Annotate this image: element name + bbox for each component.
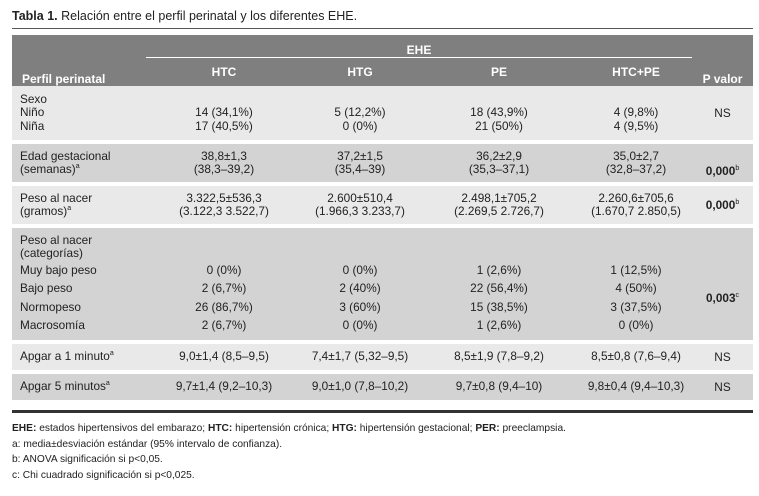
pvalue-edad: 0,000b [692, 144, 753, 182]
cell: 18 (43,9%) 21 (50%) [418, 86, 580, 140]
note-a: a: media±desviación estándar (95% interv… [12, 438, 283, 450]
cell: 8,5±1,9 (7,8–9,2) [418, 344, 580, 370]
peso-label1: Peso al nacer [20, 190, 93, 205]
cell: 9,7±0,8 (9,4–10) [418, 374, 580, 400]
pesocat-label-macro: Macrosomía [20, 318, 85, 332]
header-row-label: Perfil perinatal [12, 35, 146, 86]
cell: 37,2±1,5 (35,4–39) [302, 144, 418, 182]
peso-label2: (gramos) [20, 204, 68, 218]
cell: 9,8±0,4 (9,4–10,3) [580, 374, 692, 400]
cell: 38,8±1,3 (38,3–39,2) [146, 144, 302, 182]
cell: 36,2±2,9 (35,3–37,1) [418, 144, 580, 182]
header-group: EHE [146, 35, 692, 58]
cell: 1 (12,5%) 4 (50%) 3 (37,5%) 0 (0%) [580, 228, 692, 340]
data-table: Perfil perinatal EHE P valor HTC HTG PE … [12, 35, 753, 400]
table-row-apgar1: Apgar a 1 minutoa 9,0±1,4 (8,5–9,5) 7,4±… [12, 344, 753, 370]
table-caption: Tabla 1. Relación entre el perfil perina… [12, 9, 357, 23]
table-row-sexo: Sexo Niño Niña 14 (34,1%) 17 (40,5%) 5 (1… [12, 86, 753, 140]
table-notes: EHE: estados hipertensivos del embarazo;… [12, 421, 566, 483]
note-b: b: ANOVA significación si p<0,05. [12, 454, 163, 465]
cell: 0 (0%) 2 (40%) 3 (60%) 0 (0%) [302, 228, 418, 340]
pvalue-pesocat: 0,003c [692, 228, 753, 340]
top-rule [12, 28, 753, 29]
header-col-htg: HTG [302, 57, 418, 86]
cell: 0 (0%) 2 (6,7%) 26 (86,7%) 2 (6,7%) [146, 228, 302, 340]
cell: 8,5±0,8 (7,6–9,4) [580, 344, 692, 370]
row-label-apgar5: Apgar 5 minutosa [12, 374, 146, 400]
sexo-title: Sexo [20, 91, 47, 106]
pesocat-label-muybajo: Muy bajo peso [20, 262, 97, 277]
bottom-rule [12, 410, 753, 413]
edad-label1: Edad gestacional [20, 148, 111, 163]
pesocat-title1: Peso al nacer [20, 232, 93, 247]
cell: 7,4±1,7 (5,32–9,5) [302, 344, 418, 370]
header-col-htc: HTC [146, 57, 302, 86]
pesocat-label-normo: Normopeso [20, 299, 81, 314]
edad-sup: a [75, 163, 80, 171]
pvalue-sexo: NS [692, 86, 753, 140]
row-label-sexo: Sexo Niño Niña [12, 86, 146, 140]
table-row-pesocat: Peso al nacer (categorías) Muy bajo peso… [12, 228, 753, 340]
header-col-pe: PE [418, 57, 580, 86]
cell: 3.322,5±536,3 (3.122,3 3.522,7) [146, 186, 302, 224]
table-row-peso: Peso al nacer (gramos)a 3.322,5±536,3 (3.… [12, 186, 753, 224]
row-label-pesocat: Peso al nacer (categorías) Muy bajo peso… [12, 228, 146, 340]
table-row-apgar5: Apgar 5 minutosa 9,7±1,4 (9,2–10,3) 9,0±… [12, 374, 753, 400]
cell: 5 (12,2%) 0 (0%) [302, 86, 418, 140]
caption-text: Relación entre el perfil perinatal y los… [61, 9, 358, 23]
sexo-nino-label: Niño [20, 105, 45, 120]
cell: 4 (9,8%) 4 (9,5%) [580, 86, 692, 140]
caption-label: Tabla 1. [12, 9, 58, 23]
row-label-peso: Peso al nacer (gramos)a [12, 186, 146, 224]
sexo-nina-label: Niña [20, 118, 45, 133]
header-pvalue: P valor [692, 35, 753, 86]
cell: 9,0±1,4 (8,5–9,5) [146, 344, 302, 370]
cell: 1 (2,6%) 22 (56,4%) 15 (38,5%) 1 (2,6%) [418, 228, 580, 340]
pvalue-apgar1: NS [692, 344, 753, 370]
abbreviations-note: EHE: estados hipertensivos del embarazo;… [12, 423, 566, 434]
pvalue-apgar5: NS [692, 374, 753, 400]
cell: 2.260,6±705,6 (1.670,7 2.850,5) [580, 186, 692, 224]
pesocat-label-bajo: Bajo peso [20, 281, 73, 295]
row-label-edad: Edad gestacional (semanas)a [12, 144, 146, 182]
peso-sup: a [67, 205, 72, 213]
pesocat-title2: (categorías) [20, 245, 83, 260]
edad-label2: (semanas) [20, 162, 76, 176]
header-col-htcpe: HTC+PE [580, 57, 692, 86]
cell: 2.600±510,4 (1.966,3 3.233,7) [302, 186, 418, 224]
table-row-edad: Edad gestacional (semanas)a 38,8±1,3 (38,… [12, 144, 753, 182]
cell: 35,0±2,7 (32,8–37,2) [580, 144, 692, 182]
note-c: c: Chi cuadrado significación si p<0,025… [12, 469, 195, 481]
cell: 2.498,1±705,2 (2.269,5 2.726,7) [418, 186, 580, 224]
cell: 9,7±1,4 (9,2–10,3) [146, 374, 302, 400]
cell: 14 (34,1%) 17 (40,5%) [146, 86, 302, 140]
row-label-apgar1: Apgar a 1 minutoa [12, 344, 146, 370]
cell: 9,0±1,0 (7,8–10,2) [302, 374, 418, 400]
pvalue-peso: 0,000b [692, 186, 753, 224]
